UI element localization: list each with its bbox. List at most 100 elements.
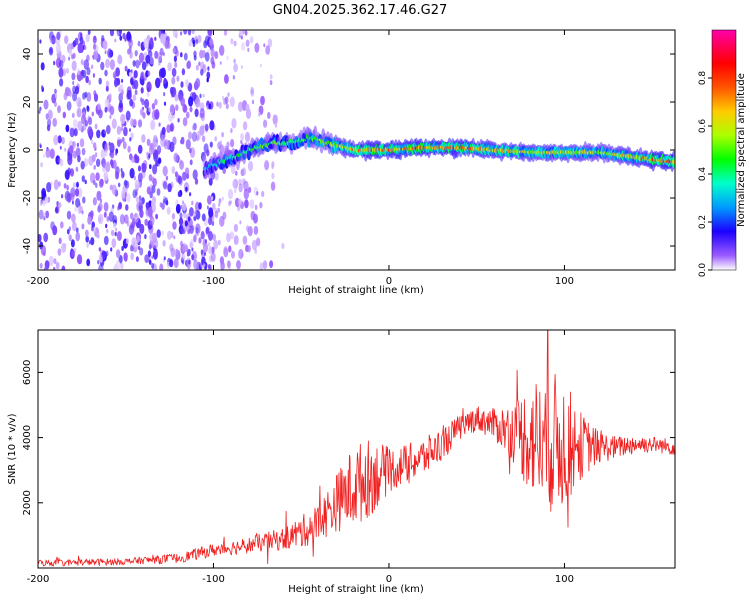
spectrogram-cell	[75, 231, 80, 242]
spectrogram-cell	[96, 158, 101, 167]
spectrogram-cell	[104, 69, 108, 77]
spectrogram-x-label: Height of straight line (km)	[288, 285, 424, 296]
spectrogram-cell	[208, 177, 213, 186]
spectrogram-cell	[211, 196, 214, 201]
spectrogram-cell	[231, 250, 235, 259]
spectrogram-cell	[110, 159, 114, 166]
spectrogram-cell	[229, 96, 235, 108]
spectrogram-cell	[46, 182, 52, 193]
spectrogram-cell	[121, 190, 126, 199]
spectrogram-cell	[74, 188, 80, 197]
spectrogram-cell	[103, 211, 107, 218]
spectrogram-cell	[199, 93, 202, 99]
y-tick-label: -40	[22, 238, 33, 254]
spectrogram-cell	[191, 254, 195, 261]
spectrogram-cell	[230, 139, 235, 148]
y-tick-label: 0	[22, 147, 33, 153]
spectrogram-cell	[154, 98, 158, 106]
spectrogram-cell	[193, 81, 199, 91]
spectrogram-cells	[38, 30, 675, 270]
spectrogram-cell	[105, 162, 111, 173]
spectrogram-cell	[43, 251, 46, 257]
colorbar-strip	[711, 29, 737, 271]
spectrogram-cell	[70, 192, 75, 201]
spectrogram-cell	[132, 189, 137, 199]
spectrogram-cell	[234, 188, 237, 194]
spectrogram-cell	[174, 94, 179, 102]
spectrogram-cell	[240, 35, 243, 40]
spectrogram-cell	[123, 252, 128, 262]
spectrogram-cell	[113, 222, 117, 229]
spectrogram-cell	[199, 108, 205, 118]
spectrogram-cell	[230, 164, 236, 175]
spectrogram-cell	[159, 263, 164, 270]
spectrogram-cell	[169, 122, 175, 132]
spectrogram-y-ticks: -40 -20 0 20 40	[22, 48, 675, 254]
spectrogram-cell	[253, 213, 258, 224]
spectrogram-cell	[48, 255, 54, 266]
spectrogram-cell	[146, 186, 151, 195]
spectrogram-cell	[206, 205, 209, 210]
spectrogram-cell	[237, 101, 244, 112]
spectrogram-cell	[212, 233, 216, 241]
spectrogram-cell	[123, 126, 128, 137]
spectrogram-cell	[89, 172, 96, 184]
spectrogram-cell	[154, 36, 157, 41]
spectrogram-cell	[76, 142, 79, 148]
spectrogram-cell	[52, 117, 57, 127]
spectrogram-cell	[177, 191, 181, 198]
spectrogram-cell	[153, 151, 159, 162]
snr-y-ticks: 2000 4000 6000	[22, 360, 675, 516]
spectrogram-cell	[109, 114, 112, 119]
spectrogram-cell	[43, 232, 49, 243]
spectrogram-cell	[182, 202, 187, 212]
spectrogram-cell	[129, 51, 133, 59]
spectrogram-cell	[75, 166, 79, 172]
spectrogram-cell	[54, 88, 57, 94]
spectrogram-cell	[38, 234, 42, 243]
spectrogram-cell	[186, 61, 191, 70]
spectrogram-cell	[189, 192, 192, 197]
spectrogram-cell	[120, 262, 124, 270]
spectrogram-cell	[96, 190, 102, 201]
spectrogram-cell	[105, 80, 110, 88]
spectrogram-cell	[214, 210, 219, 218]
spectrogram-cell	[134, 89, 138, 96]
spectrogram-cell	[61, 194, 64, 199]
spectrogram-cell	[79, 138, 85, 148]
spectrogram-cell	[99, 198, 103, 203]
y-tick-label: 4000	[22, 425, 33, 450]
spectrogram-cell	[86, 243, 89, 248]
spectrogram-cell	[68, 49, 73, 57]
spectrogram-cell	[256, 191, 259, 196]
spectrogram-cell	[191, 247, 194, 252]
spectrogram-cell	[123, 214, 129, 224]
spectrogram-cell	[77, 155, 81, 163]
spectrogram-cell	[55, 261, 60, 270]
spectrogram-cell	[144, 76, 147, 81]
spectrogram-cell	[189, 239, 194, 248]
colorbar-tick-label: 0.4	[698, 167, 708, 182]
spectrogram-cell	[94, 152, 98, 158]
spectrogram-cell	[191, 125, 195, 131]
spectrogram-cell	[60, 221, 64, 229]
snr-panel: -200 -100 0 100 2000 4000 6000 Height of stra…	[7, 329, 676, 595]
spectrogram-cell	[194, 108, 199, 118]
spectrogram-cell	[183, 52, 188, 61]
spectrogram-cell	[93, 142, 97, 150]
spectrogram-cell	[247, 160, 254, 172]
x-tick-label: -100	[202, 574, 225, 585]
spectrogram-cell	[180, 136, 185, 145]
spectrogram-cell	[169, 104, 175, 115]
spectrogram-cell	[144, 98, 150, 109]
spectrogram-cell	[121, 78, 124, 83]
spectrogram-cell	[219, 61, 222, 65]
spectrogram-cell	[186, 173, 190, 180]
spectrogram-cell	[98, 109, 103, 119]
spectrogram-cell	[106, 228, 109, 234]
spectrogram-cell	[163, 101, 167, 106]
colorbar-tick-label: 0.8	[698, 71, 708, 86]
spectrogram-cell	[98, 77, 102, 85]
spectrogram-cell	[672, 159, 675, 165]
spectrogram-cell	[98, 216, 102, 223]
